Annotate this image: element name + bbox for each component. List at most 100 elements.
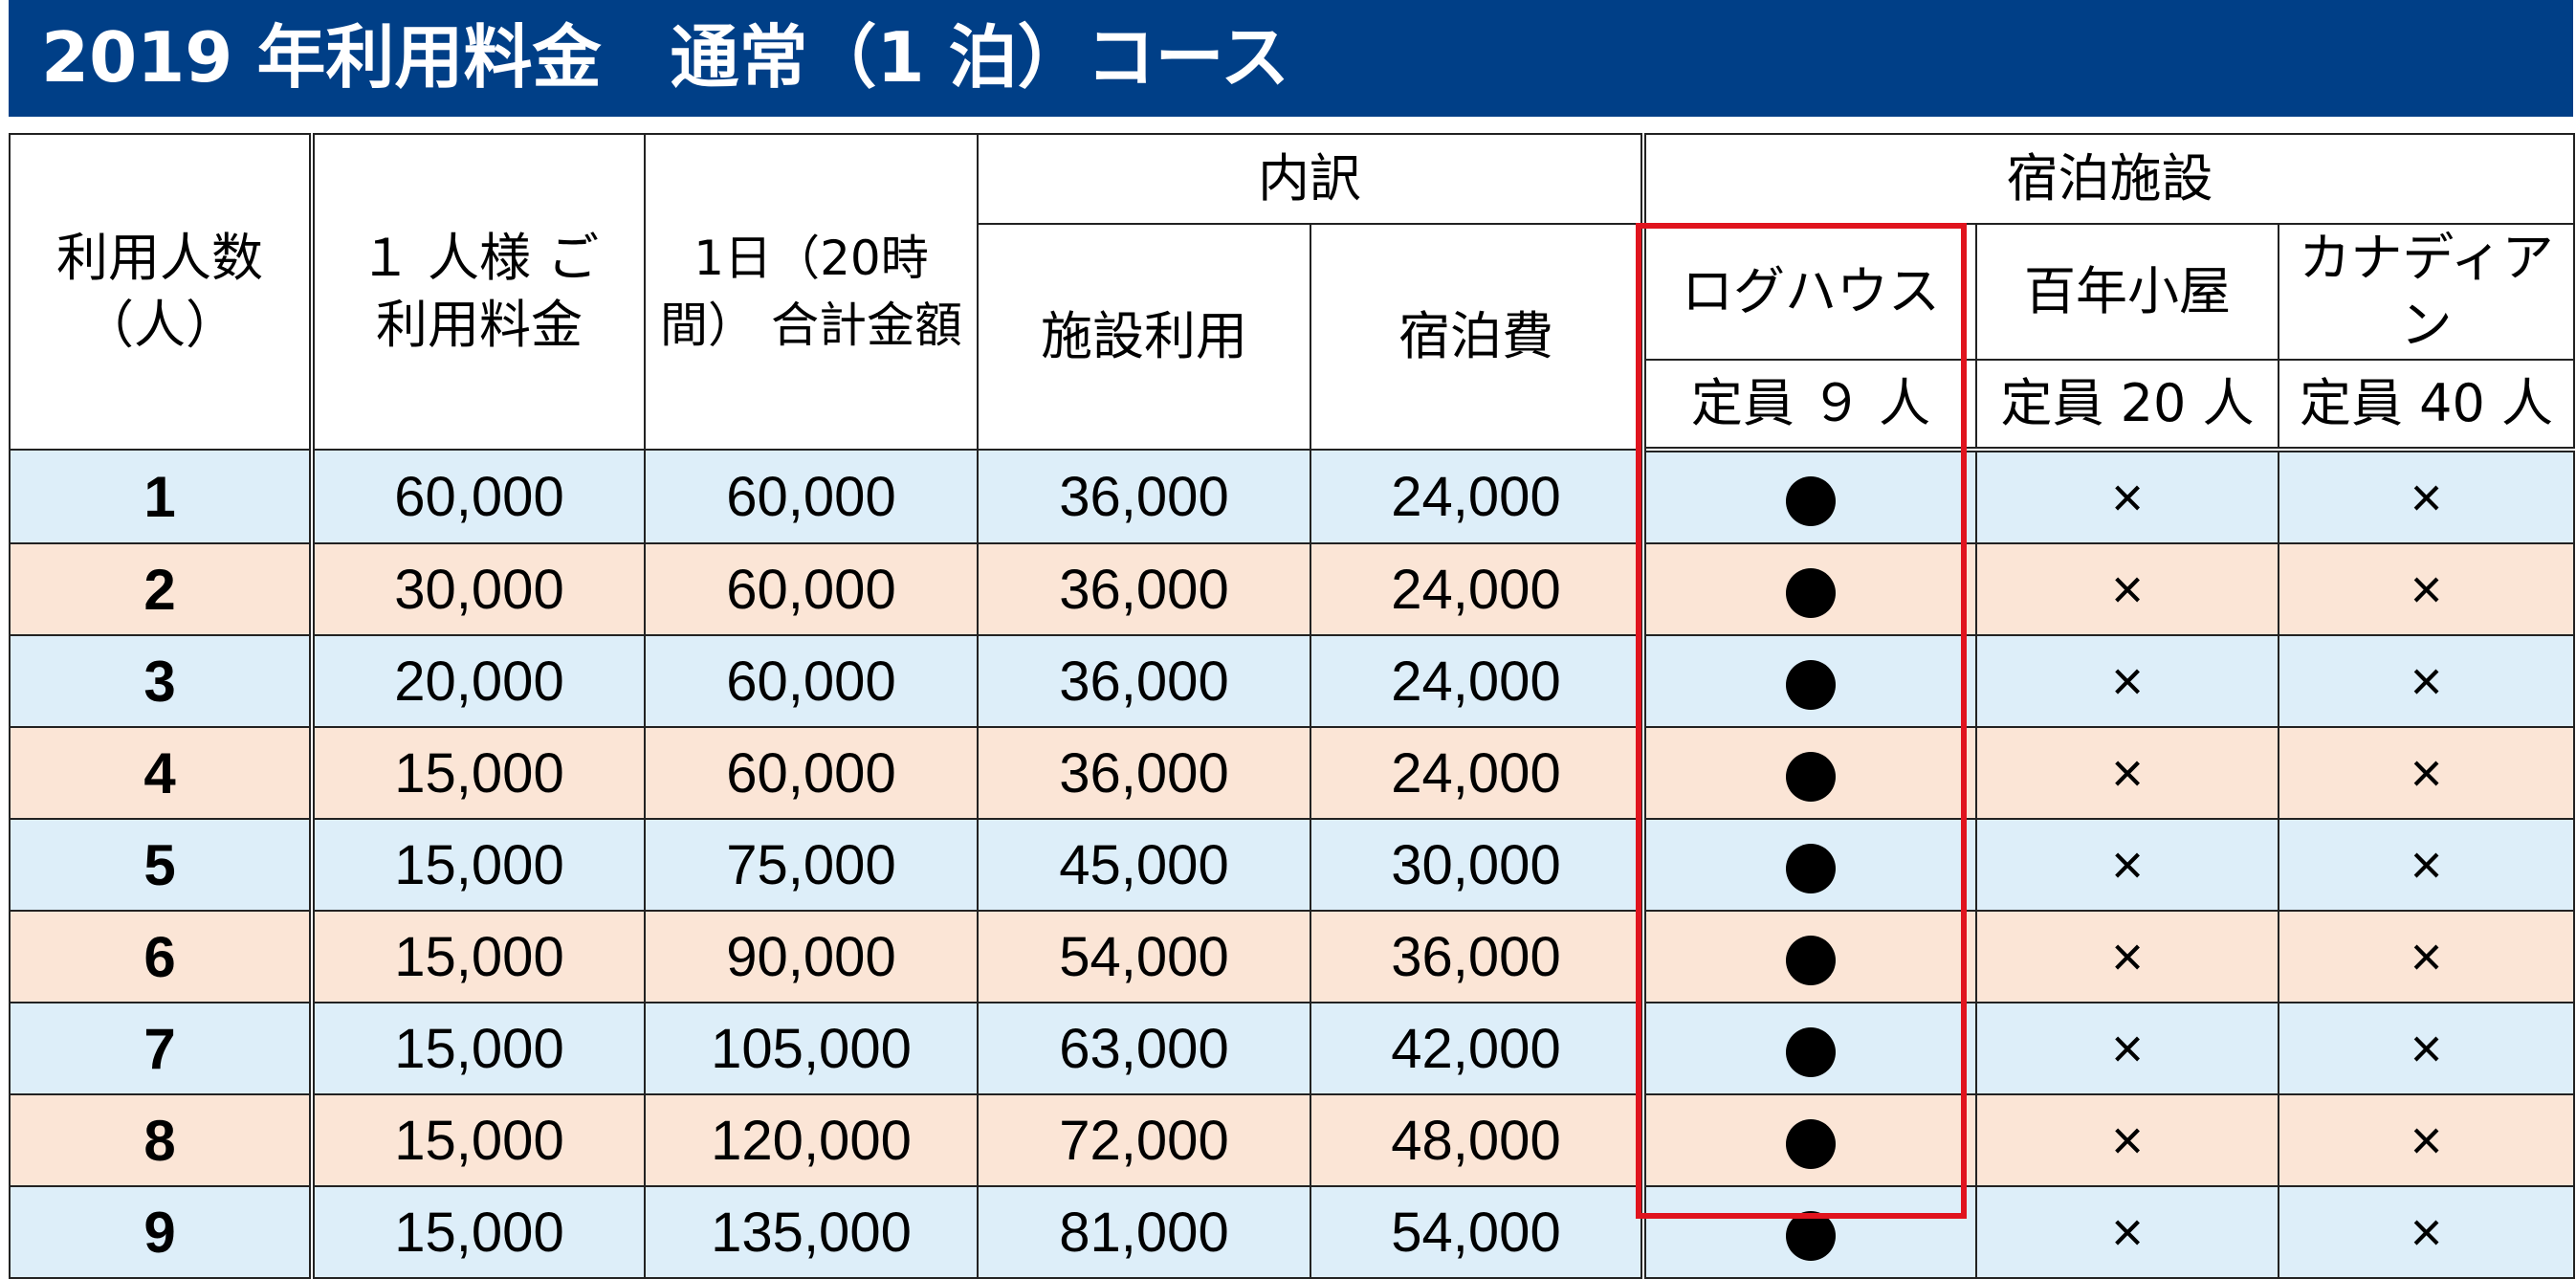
people-count-cell: 8: [9, 1093, 315, 1187]
header-hyakunen-goya: 百年小屋: [1975, 223, 2279, 361]
people-count-cell: 1: [9, 449, 315, 544]
hyakunen-goya-cell: ×: [1975, 1185, 2279, 1279]
log-house-cell: [1642, 634, 1977, 728]
table-row: 1 60,000 60,000 36,000 24,000 × ×: [9, 449, 2576, 544]
facility-cell: 45,000: [977, 818, 1311, 912]
header-row-1: 利用人数（人） １ 人様 ご利用料金 1日（20時間） 合計金額 内訳 宿泊施設: [9, 133, 2576, 451]
hyakunen-goya-cell: ×: [1975, 634, 2279, 728]
total-cell: 75,000: [644, 818, 979, 912]
facility-cell: 63,000: [977, 1002, 1311, 1095]
table-row: 7 15,000 105,000 63,000 42,000 × ×: [9, 1002, 2576, 1095]
canadian-cell: ×: [2277, 449, 2576, 544]
header-accommodation: 宿泊施設: [1641, 133, 2576, 225]
table-row: 3 20,000 60,000 36,000 24,000 × ×: [9, 634, 2576, 728]
available-dot-icon: [1786, 1119, 1836, 1170]
table-row: 5 15,000 75,000 45,000 30,000 × ×: [9, 818, 2576, 912]
facility-cell: 36,000: [977, 449, 1311, 544]
canadian-cell: ×: [2277, 726, 2576, 820]
people-count-cell: 9: [9, 1185, 315, 1279]
price-table: 利用人数（人） １ 人様 ご利用料金 1日（20時間） 合計金額 内訳 宿泊施設…: [9, 133, 2576, 1279]
lodging-cell: 24,000: [1310, 634, 1646, 728]
per-person-cell: 15,000: [311, 910, 646, 1003]
total-cell: 120,000: [644, 1093, 979, 1187]
people-count-cell: 7: [9, 1002, 315, 1095]
per-person-cell: 15,000: [311, 1093, 646, 1187]
facility-cell: 81,000: [977, 1185, 1311, 1279]
canadian-cell: ×: [2277, 542, 2576, 636]
header-canadian-capacity: 定員 40 人: [2277, 359, 2576, 452]
people-count-cell: 4: [9, 726, 315, 820]
facility-cell: 36,000: [977, 634, 1311, 728]
lodging-cell: 24,000: [1310, 449, 1646, 544]
header-hyakunen-goya-capacity: 定員 20 人: [1975, 359, 2279, 452]
total-cell: 60,000: [644, 634, 979, 728]
total-cell: 60,000: [644, 542, 979, 636]
total-cell: 105,000: [644, 1002, 979, 1095]
header-log-house: ログハウス: [1642, 223, 1977, 361]
hyakunen-goya-cell: ×: [1975, 542, 2279, 636]
hyakunen-goya-cell: ×: [1975, 818, 2279, 912]
header-row-2: 施設利用 宿泊費 ログハウス 百年小屋 カナディアン: [10, 223, 2576, 451]
header-breakdown: 内訳: [977, 133, 1646, 225]
available-dot-icon: [1786, 476, 1836, 527]
page-title: 2019 年利用料金 通常（1 泊）コース: [41, 17, 1290, 98]
per-person-cell: 15,000: [311, 726, 646, 820]
lodging-cell: 48,000: [1310, 1093, 1646, 1187]
header-row-3: 定員 ９ 人 定員 20 人 定員 40 人: [10, 359, 2576, 452]
lodging-cell: 54,000: [1310, 1185, 1646, 1279]
log-house-cell: [1642, 1185, 1977, 1279]
facility-cell: 36,000: [977, 726, 1311, 820]
canadian-cell: ×: [2277, 1002, 2576, 1095]
header-people: 利用人数（人）: [9, 133, 315, 451]
lodging-cell: 30,000: [1310, 818, 1646, 912]
header-log-house-capacity: 定員 ９ 人: [1642, 359, 1977, 452]
canadian-cell: ×: [2277, 910, 2576, 1003]
hyakunen-goya-cell: ×: [1975, 910, 2279, 1003]
facility-cell: 54,000: [977, 910, 1311, 1003]
table-row: 2 30,000 60,000 36,000 24,000 × ×: [9, 542, 2576, 636]
canadian-cell: ×: [2277, 1185, 2576, 1279]
hyakunen-goya-cell: ×: [1975, 449, 2279, 544]
people-count-cell: 5: [9, 818, 315, 912]
log-house-cell: [1642, 1002, 1977, 1095]
canadian-cell: ×: [2277, 818, 2576, 912]
total-cell: 90,000: [644, 910, 979, 1003]
facility-cell: 72,000: [977, 1093, 1311, 1187]
total-cell: 135,000: [644, 1185, 979, 1279]
facility-cell: 36,000: [977, 542, 1311, 636]
people-count-cell: 3: [9, 634, 315, 728]
total-cell: 60,000: [644, 726, 979, 820]
canadian-cell: ×: [2277, 1093, 2576, 1187]
total-cell: 60,000: [644, 449, 979, 544]
lodging-cell: 42,000: [1310, 1002, 1646, 1095]
per-person-cell: 15,000: [311, 818, 646, 912]
table-row: 6 15,000 90,000 54,000 36,000 × ×: [9, 910, 2576, 1003]
available-dot-icon: [1786, 936, 1836, 986]
log-house-cell: [1642, 449, 1977, 544]
log-house-cell: [1642, 542, 1977, 636]
table-row: 8 15,000 120,000 72,000 48,000 × ×: [9, 1093, 2576, 1187]
hyakunen-goya-cell: ×: [1975, 1002, 2279, 1095]
available-dot-icon: [1786, 660, 1836, 711]
header-lodging-fee: 宿泊費: [1310, 223, 1646, 451]
available-dot-icon: [1786, 1027, 1836, 1078]
table-row: 4 15,000 60,000 36,000 24,000 × ×: [9, 726, 2576, 820]
per-person-cell: 60,000: [311, 449, 646, 544]
lodging-cell: 36,000: [1310, 910, 1646, 1003]
per-person-cell: 15,000: [311, 1002, 646, 1095]
hyakunen-goya-cell: ×: [1975, 726, 2279, 820]
available-dot-icon: [1786, 568, 1836, 619]
people-count-cell: 2: [9, 542, 315, 636]
header-facility-use: 施設利用: [977, 223, 1311, 451]
hyakunen-goya-cell: ×: [1975, 1093, 2279, 1187]
per-person-cell: 30,000: [311, 542, 646, 636]
log-house-cell: [1642, 818, 1977, 912]
table-row: 9 15,000 135,000 81,000 54,000 × ×: [9, 1185, 2576, 1279]
title-bar: 2019 年利用料金 通常（1 泊）コース: [9, 0, 2573, 117]
header-daily-total: 1日（20時間） 合計金額: [644, 133, 979, 451]
available-dot-icon: [1786, 1211, 1836, 1262]
header-per-person: １ 人様 ご利用料金: [311, 133, 646, 451]
header-canadian: カナディアン: [2277, 223, 2576, 361]
lodging-cell: 24,000: [1310, 726, 1646, 820]
per-person-cell: 20,000: [311, 634, 646, 728]
